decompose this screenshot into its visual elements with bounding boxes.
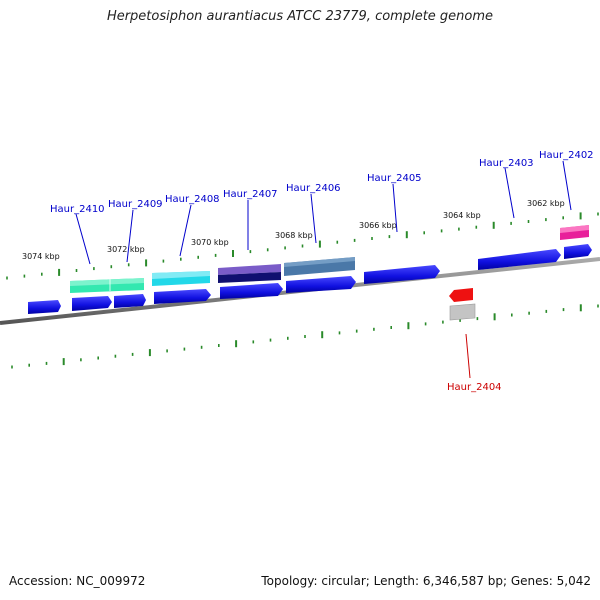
cds-arrow[interactable] bbox=[478, 249, 561, 270]
kbp-label: 3064 kbp bbox=[443, 211, 481, 220]
kbp-label: 3070 kbp bbox=[191, 238, 229, 247]
cds-arrow[interactable] bbox=[364, 265, 440, 284]
tick-row-inner bbox=[11, 304, 599, 369]
cds-arrow[interactable] bbox=[286, 276, 356, 293]
gene-label-haur-2409[interactable]: Haur_2409 bbox=[108, 199, 163, 210]
cds-arrow[interactable] bbox=[154, 289, 211, 304]
gene-feature-haur-2404[interactable] bbox=[449, 288, 473, 302]
gene-feature-haur-2410[interactable] bbox=[70, 278, 144, 293]
gene-label-haur-2405[interactable]: Haur_2405 bbox=[367, 173, 422, 184]
rna-feature[interactable] bbox=[449, 303, 476, 321]
cds-arrow[interactable] bbox=[72, 296, 112, 311]
gene-feature-haur-2402[interactable] bbox=[560, 225, 589, 240]
genome-summary-text: Topology: circular; Length: 6,346,587 bp… bbox=[261, 574, 591, 588]
kbp-label: 3074 kbp bbox=[22, 252, 60, 261]
tick-row-outer bbox=[6, 212, 599, 280]
map-title: Herpetosiphon aurantiacus ATCC 23779, co… bbox=[106, 9, 494, 24]
gene-label-haur-2408[interactable]: Haur_2408 bbox=[165, 194, 220, 205]
gene-label-haur-2410[interactable]: Haur_2410 bbox=[50, 204, 105, 215]
cds-arrow[interactable] bbox=[28, 300, 61, 314]
gene-feature-haur-2407[interactable] bbox=[218, 264, 281, 283]
gene-label-haur-2407[interactable]: Haur_2407 bbox=[223, 189, 278, 200]
cds-arrow[interactable] bbox=[564, 244, 592, 259]
gene-label-haur-2403[interactable]: Haur_2403 bbox=[479, 158, 534, 169]
gene-label-leaders bbox=[75, 160, 572, 379]
gene-feature-haur-2406[interactable] bbox=[284, 257, 355, 276]
kbp-label: 3066 kbp bbox=[359, 221, 397, 230]
gene-label-haur-2404[interactable]: Haur_2404 bbox=[447, 382, 502, 393]
gene-label-haur-2402[interactable]: Haur_2402 bbox=[539, 150, 594, 161]
gene-label-haur-2406[interactable]: Haur_2406 bbox=[286, 183, 341, 194]
gene-feature-haur-2408[interactable] bbox=[152, 271, 210, 286]
kbp-label: 3072 kbp bbox=[107, 245, 145, 254]
kbp-label: 3062 kbp bbox=[527, 199, 565, 208]
cds-arrow[interactable] bbox=[114, 294, 146, 308]
accession-text: Accession: NC_009972 bbox=[9, 574, 146, 588]
cds-arrows bbox=[28, 244, 592, 314]
kbp-label: 3068 kbp bbox=[275, 231, 313, 240]
cds-arrow[interactable] bbox=[220, 283, 283, 299]
